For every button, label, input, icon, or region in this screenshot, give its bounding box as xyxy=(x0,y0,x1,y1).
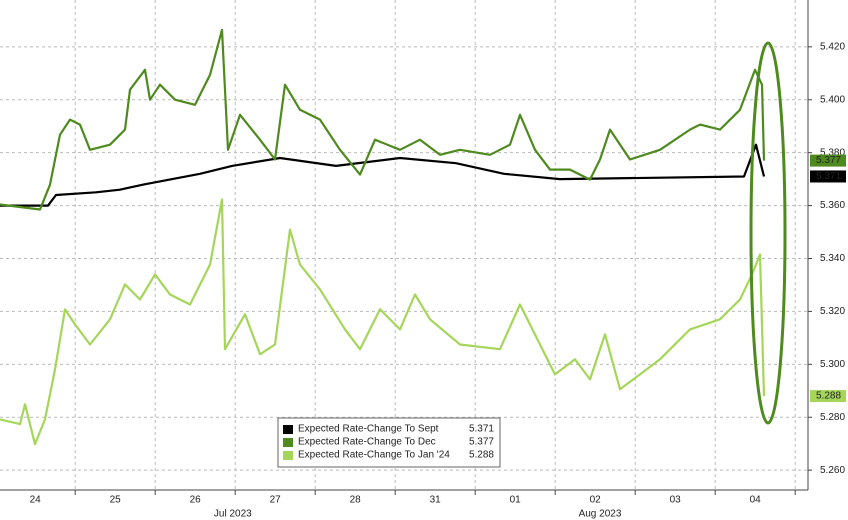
y-tick-label: 5.280 xyxy=(820,412,845,423)
legend-value: 5.371 xyxy=(469,424,494,435)
legend-value: 5.377 xyxy=(469,437,494,448)
last-value-box xyxy=(810,170,846,183)
y-tick-label: 5.400 xyxy=(820,94,845,105)
x-tick-label: 24 xyxy=(30,495,42,506)
x-tick-label: 28 xyxy=(350,495,362,506)
x-tick-label: 26 xyxy=(190,495,202,506)
legend-label: Expected Rate-Change To Sept xyxy=(298,424,439,435)
legend: Expected Rate-Change To Sept 5.371 Expecte… xyxy=(277,417,501,468)
y-tick-label: 5.340 xyxy=(820,253,845,264)
lines xyxy=(0,28,766,446)
y-tick-label: 5.360 xyxy=(820,200,845,211)
y-tick-label: 5.320 xyxy=(820,306,845,317)
y-tick-label: 5.300 xyxy=(820,359,845,370)
last-value-label: 5.288 xyxy=(816,391,841,402)
x-tick-label: 02 xyxy=(590,495,602,506)
y-tick-label: 5.380 xyxy=(820,147,845,158)
x-tick-label: 27 xyxy=(270,495,282,506)
legend-value: 5.288 xyxy=(469,450,494,461)
y-tick-label: 5.260 xyxy=(820,465,845,476)
legend-label: Expected Rate-Change To Dec xyxy=(298,437,436,448)
series-line xyxy=(0,143,766,207)
series-line xyxy=(0,28,766,211)
last-value-box xyxy=(810,154,846,167)
legend-swatch xyxy=(283,438,293,447)
x-tick-label: 03 xyxy=(670,495,682,506)
x-tick-label: 25 xyxy=(110,495,122,506)
highlight-ellipse xyxy=(749,41,787,425)
last-value-box xyxy=(810,390,846,403)
series-line xyxy=(0,198,766,446)
x-tick-label: 04 xyxy=(750,495,762,506)
x-tick-label: 01 xyxy=(510,495,522,506)
x-period-label: Aug 2023 xyxy=(579,509,622,520)
legend-swatch xyxy=(283,425,293,434)
x-period-label: Jul 2023 xyxy=(214,509,252,520)
legend-swatch xyxy=(283,451,293,460)
x-tick-label: 31 xyxy=(430,495,442,506)
y-tick-label: 5.420 xyxy=(820,41,845,52)
grid xyxy=(0,0,808,490)
legend-box xyxy=(277,417,501,468)
last-value-label: 5.371 xyxy=(816,171,841,182)
last-value-label: 5.377 xyxy=(816,155,841,166)
legend-label: Expected Rate-Change To Jan '24 xyxy=(298,450,450,461)
